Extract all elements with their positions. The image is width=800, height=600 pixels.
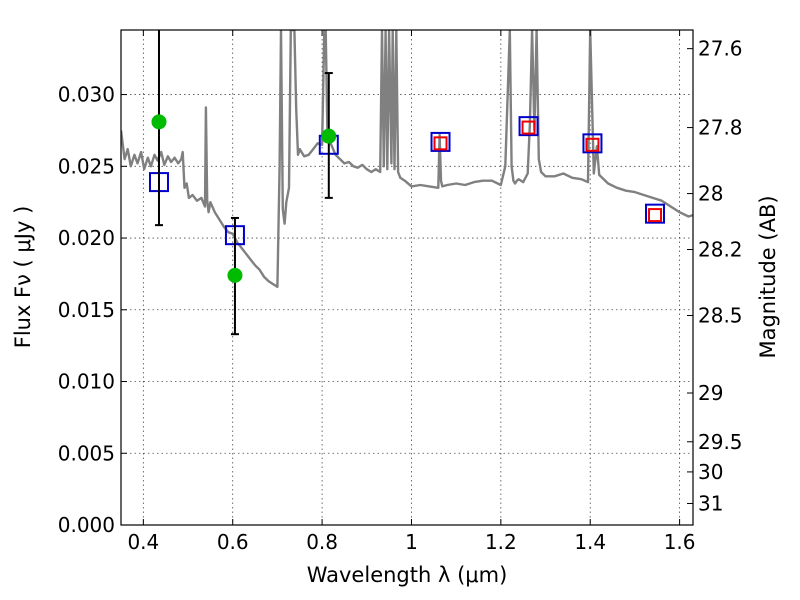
y-tick-label: 0.010	[58, 370, 115, 394]
y-tick-label: 0.015	[58, 298, 115, 322]
x-tick-label: 0.4	[127, 530, 159, 554]
grid	[121, 30, 693, 526]
right-tick-label: 28.5	[698, 304, 743, 328]
x-axis-label: Wavelength λ (μm)	[307, 563, 508, 587]
blue-square-marker	[430, 131, 451, 152]
y-tick-label: 0.030	[58, 83, 115, 107]
y-tick-label: 0.025	[58, 154, 115, 178]
red-square-marker	[648, 208, 663, 223]
x-tick-label: 1.4	[574, 530, 606, 554]
y-tick-label: 0.020	[58, 226, 115, 250]
x-tick-label: 0.6	[217, 530, 249, 554]
right-tick-label: 31	[698, 491, 723, 515]
x-tick-label: 1.6	[664, 530, 696, 554]
y-axis-label: Flux Fν ( μJy )	[11, 206, 35, 349]
red-square-marker	[521, 120, 536, 135]
right-tick-label: 30	[698, 460, 723, 484]
right-tick-label: 29.5	[698, 430, 743, 454]
blue-square-marker	[645, 203, 666, 224]
blue-square-marker	[582, 133, 603, 154]
observed-flux-point	[321, 128, 337, 144]
x-tick-label: 0.8	[306, 530, 338, 554]
right-tick-label: 28	[698, 182, 723, 206]
right-tick-label: 27.6	[698, 37, 743, 61]
x-tick-label: 1	[405, 530, 418, 554]
red-square-marker	[433, 136, 448, 151]
model-spectrum-line	[121, 30, 693, 288]
right-tick-label: 29	[698, 381, 723, 405]
x-tick-label: 1.2	[485, 530, 517, 554]
series-layer	[121, 30, 693, 288]
observed-flux-point	[227, 267, 243, 283]
right-axis-label: Magnitude (AB)	[756, 195, 780, 358]
axes: 0.4 0.6 0.8 1 1.2 1.4 1.6 0.000 0.005 0.010 0.015 0…	[58, 30, 743, 554]
y-tick-label: 0.005	[58, 441, 115, 465]
blue-square-marker	[518, 116, 539, 137]
right-tick-label: 28.2	[698, 238, 743, 262]
red-square-marker	[585, 137, 600, 152]
y-tick-label: 0.000	[58, 513, 115, 537]
plot-frame	[120, 29, 694, 526]
marker-layer	[148, 30, 666, 336]
observed-flux-point	[151, 114, 167, 130]
right-tick-label: 27.8	[698, 116, 743, 140]
